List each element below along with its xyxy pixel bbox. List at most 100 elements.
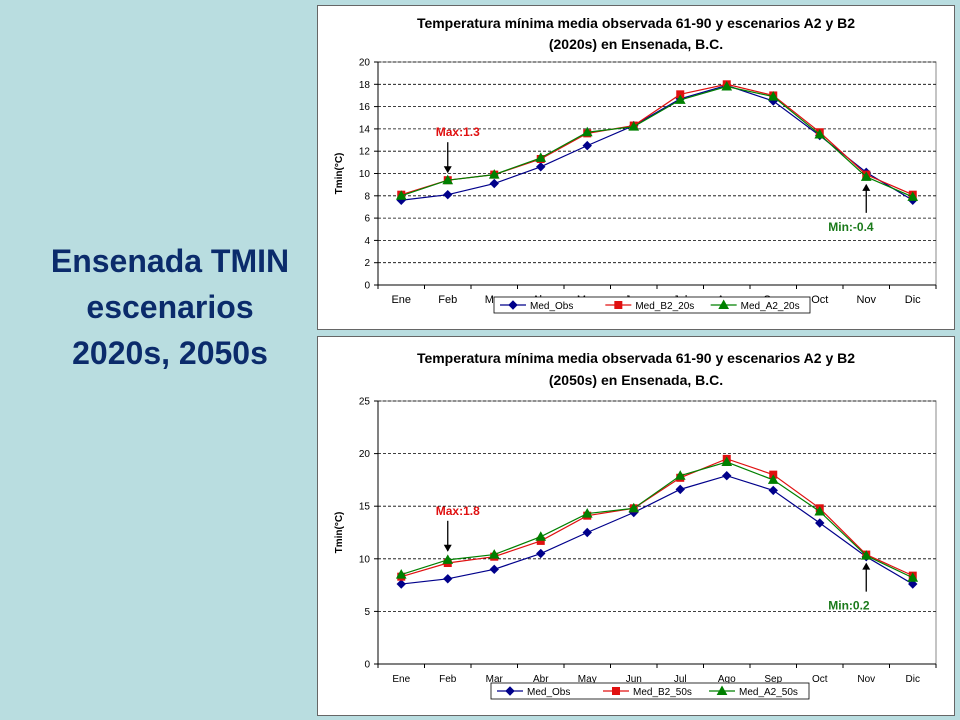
y-tick-label: 18 [359, 80, 371, 91]
data-point [768, 485, 778, 496]
data-point [443, 189, 453, 200]
y-tick-label: 10 [359, 554, 371, 565]
data-point [582, 527, 592, 538]
data-point [442, 174, 454, 185]
series-line [401, 458, 913, 578]
x-tick-label: Jun [626, 674, 642, 685]
legend-label: Med_Obs [527, 687, 570, 698]
series-Med_A2_50s [395, 456, 919, 582]
legend-marker [508, 300, 518, 310]
y-tick-label: 0 [364, 660, 370, 671]
x-tick-label: Oct [812, 674, 828, 685]
legend-box [493, 296, 811, 314]
legend-marker [716, 685, 728, 695]
data-point [535, 531, 547, 541]
series-Med_A2_20s [395, 81, 919, 201]
data-point [488, 169, 500, 179]
y-tick-label: 14 [359, 124, 371, 135]
y-tick-label: 20 [359, 58, 371, 69]
x-tick-label: Ago [718, 674, 736, 685]
legend-label: Med_A2_20s [741, 301, 800, 312]
data-point [907, 191, 919, 201]
x-tick-label: Nov [856, 294, 876, 306]
data-point [489, 178, 499, 189]
data-point [860, 171, 872, 181]
y-axis-label: Tmin(°C) [334, 153, 345, 195]
chart-title-line-2: (2020s) en Ensenada, B.C. [549, 36, 723, 52]
data-point [582, 140, 592, 151]
plot-area [377, 61, 937, 286]
data-point [535, 152, 547, 162]
data-point [488, 549, 500, 559]
x-tick-label: Feb [439, 674, 457, 685]
y-tick-label: 20 [359, 449, 371, 460]
annotation-arrow-head [443, 544, 452, 552]
data-point [489, 564, 499, 575]
x-tick-label: May [578, 674, 597, 685]
legend-marker [612, 687, 620, 695]
slide-title-line-3: 2020s, 2050s [72, 335, 268, 371]
data-point [907, 572, 919, 582]
y-tick-label: 2 [364, 258, 370, 269]
data-point [674, 94, 686, 104]
annotation-max-label: Max:1.3 [436, 125, 480, 139]
legend-label: Med_B2_50s [633, 687, 692, 698]
data-point [815, 518, 825, 528]
legend-box [490, 682, 810, 700]
data-point [721, 456, 733, 467]
series-line [401, 475, 914, 585]
data-point [443, 574, 453, 584]
x-tick-label: Oct [811, 294, 828, 306]
y-tick-label: 25 [359, 397, 371, 408]
y-tick-label: 10 [359, 169, 371, 180]
legend-marker [505, 686, 515, 696]
y-tick-label: 16 [359, 102, 371, 113]
x-tick-label: Ene [391, 294, 411, 306]
y-tick-label: 6 [364, 214, 370, 225]
annotation-min-label: Min:0.2 [828, 599, 870, 613]
chart-2020s-panel: Temperatura mínima media observada 61-90… [317, 5, 955, 330]
x-tick-label: Mar [486, 674, 504, 685]
chart-title-line-1: Temperatura mínima media observada 61-90… [417, 350, 855, 366]
x-tick-label: Nov [857, 674, 875, 685]
annotation-arrow-head [443, 166, 452, 174]
y-tick-label: 15 [359, 502, 371, 513]
data-point [628, 121, 640, 131]
legend-label: Med_Obs [530, 301, 573, 312]
data-point [628, 502, 640, 513]
data-point [536, 162, 546, 172]
x-tick-label: Jul [674, 674, 687, 685]
series-line [401, 85, 913, 198]
data-point [814, 128, 826, 139]
data-point [395, 569, 407, 579]
data-point [396, 579, 406, 589]
annotation-min-label: Min:-0.4 [828, 220, 874, 234]
data-point [722, 470, 732, 481]
data-point [536, 548, 546, 559]
chart-2050s: Temperatura mínima media observada 61-90… [334, 350, 937, 700]
plot-area [377, 400, 937, 665]
legend-label: Med_A2_50s [739, 687, 798, 698]
data-point [767, 91, 779, 101]
data-point [721, 81, 733, 91]
x-tick-label: Abr [533, 674, 549, 685]
legend-marker [614, 301, 623, 309]
data-point [908, 579, 918, 589]
slide-title: Ensenada TMIN escenarios 2020s, 2050s [20, 238, 320, 376]
data-point [814, 505, 826, 516]
y-tick-label: 12 [359, 147, 371, 158]
annotation-arrow-head [862, 562, 871, 570]
data-point [675, 484, 685, 495]
y-tick-label: 4 [364, 236, 370, 247]
x-tick-label: Ene [392, 674, 410, 685]
y-axis-label: Tmin(°C) [334, 512, 345, 554]
annotation-max-label: Max:1.8 [436, 504, 480, 518]
data-point [860, 550, 872, 560]
y-tick-label: 5 [364, 607, 370, 618]
legend-label: Med_B2_20s [635, 301, 694, 312]
chart-title-line-1: Temperatura mínima media observada 61-90… [417, 15, 855, 31]
x-tick-label: Dic [906, 674, 920, 685]
annotation-arrow-head [862, 183, 871, 191]
data-point [395, 190, 407, 200]
y-tick-label: 8 [364, 191, 370, 202]
